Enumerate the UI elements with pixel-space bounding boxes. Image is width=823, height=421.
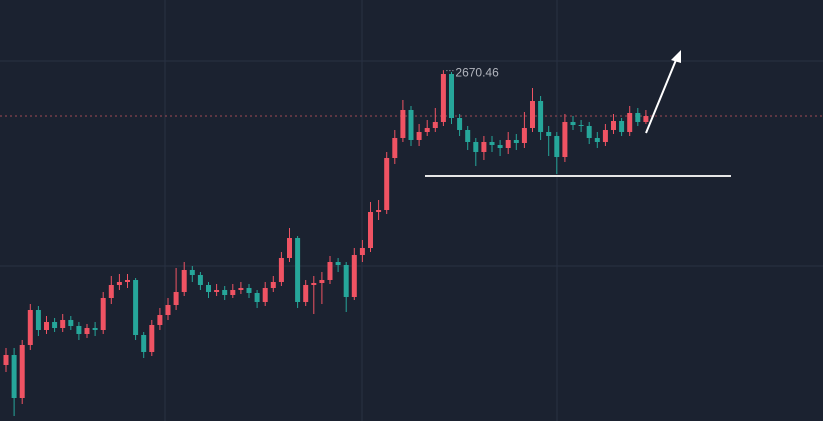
candle-body <box>278 258 284 282</box>
candle-body <box>368 212 373 248</box>
candle-body <box>594 138 600 142</box>
candle-body <box>311 283 317 285</box>
candle-body <box>627 113 633 132</box>
candle-body <box>246 288 252 293</box>
candle-body <box>222 290 228 295</box>
candle-body <box>578 125 584 126</box>
candle-body <box>359 248 365 255</box>
candle-body <box>44 322 49 330</box>
candle-body <box>3 355 9 365</box>
candle-body <box>165 305 171 315</box>
candle-body <box>465 130 471 142</box>
candle-body <box>602 130 608 142</box>
candle-body <box>157 315 163 325</box>
candle-body <box>319 280 325 283</box>
candle-body <box>270 282 276 288</box>
candle-body <box>449 74 454 118</box>
candle-body <box>376 210 382 212</box>
candle-body <box>513 140 519 143</box>
candle-body <box>60 320 66 328</box>
candle-body <box>440 74 446 122</box>
candle-body <box>554 136 560 157</box>
candle-body <box>643 116 649 122</box>
candle-body <box>173 292 179 305</box>
candle-body <box>570 122 576 125</box>
candle-body <box>84 328 90 334</box>
candle-body <box>351 255 357 297</box>
candle-body <box>92 328 98 330</box>
candle-body <box>530 101 535 128</box>
candle-body <box>19 345 25 398</box>
candle-body <box>546 132 552 136</box>
candle-body <box>214 290 220 292</box>
candle-body <box>262 288 268 302</box>
candle-body <box>538 101 544 132</box>
candle-body <box>392 138 398 158</box>
candle-body <box>100 298 106 330</box>
candle-body <box>619 121 625 132</box>
candle-body <box>400 110 406 138</box>
candle-body <box>254 293 260 302</box>
candle-body <box>635 113 641 122</box>
candles <box>0 70 823 416</box>
candle-body <box>457 118 463 130</box>
candle-body <box>27 310 33 345</box>
candle-body <box>116 282 122 285</box>
candle-body <box>35 310 41 330</box>
candle-body <box>327 262 333 280</box>
candle-body <box>335 262 341 265</box>
candle-body <box>287 238 292 258</box>
candle-body <box>424 128 430 132</box>
candle-body <box>343 265 349 297</box>
candle-body <box>238 288 244 290</box>
arrow-shaft <box>645 59 677 134</box>
candle-body <box>497 145 503 148</box>
candle-body <box>408 110 414 140</box>
arrow-head <box>671 50 681 63</box>
candle-body <box>149 325 155 352</box>
candle-body <box>230 290 236 295</box>
candle-body <box>384 158 390 210</box>
candle-body <box>416 132 422 140</box>
candle-body <box>481 142 487 152</box>
candle-body <box>505 140 511 148</box>
candle-body <box>197 275 203 285</box>
candle-body <box>432 122 438 128</box>
candle-body <box>133 280 139 335</box>
candle-body <box>303 285 309 302</box>
candle-body <box>76 326 82 334</box>
arrow <box>645 50 681 134</box>
candle-body <box>611 121 616 130</box>
candle-body <box>181 270 187 292</box>
candle-body <box>125 280 130 282</box>
candle-body <box>586 126 592 138</box>
candle-body <box>295 238 301 302</box>
candle-body <box>189 270 195 275</box>
candle-body <box>206 285 211 292</box>
candle-body <box>68 320 74 326</box>
candle-body <box>473 142 479 152</box>
candle-body <box>562 122 568 157</box>
candle-body <box>108 285 114 298</box>
candle-body <box>11 355 17 398</box>
candle-body <box>52 322 58 328</box>
high-label: 2670.46 <box>455 65 499 79</box>
candle-body <box>521 128 527 143</box>
candle-body <box>141 335 147 352</box>
candle-body <box>489 142 495 145</box>
